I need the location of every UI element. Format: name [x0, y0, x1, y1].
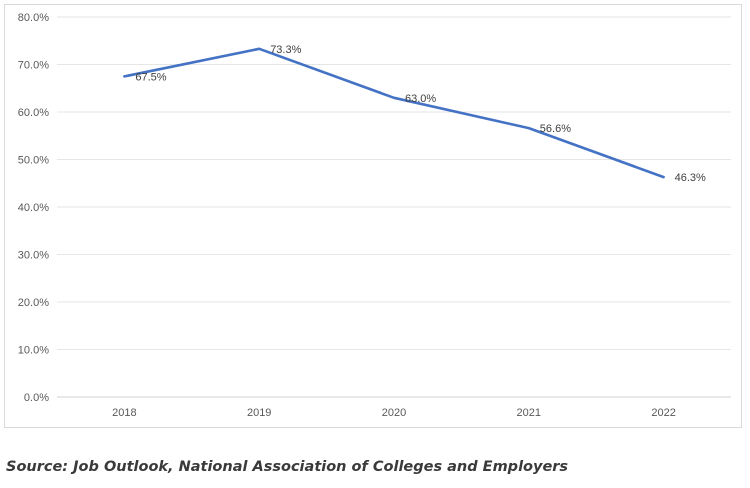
data-label: 46.3% [675, 172, 706, 184]
y-tick-label: 30.0% [18, 250, 49, 262]
data-label: 63.0% [405, 93, 436, 105]
chart-frame: 0.0% 10.0% 20.0% 30.0% 40.0% 50.0% 60.0% 70.0% 8… [4, 4, 742, 428]
y-tick-label: 50.0% [18, 155, 49, 167]
y-tick-label: 60.0% [18, 107, 49, 119]
data-label: 73.3% [270, 44, 301, 56]
x-tick-label: 2021 [517, 407, 541, 419]
x-tick-label: 2019 [247, 407, 271, 419]
x-tick-label: 2018 [112, 407, 136, 419]
data-label: 67.5% [135, 71, 166, 83]
y-tick-label: 10.0% [18, 345, 49, 357]
y-axis-ticks: 0.0% 10.0% 20.0% 30.0% 40.0% 50.0% 60.0% 70.0% 8… [18, 12, 49, 404]
x-axis-ticks: 2018 2019 2020 2021 2022 [112, 407, 676, 419]
y-tick-label: 70.0% [18, 60, 49, 72]
y-tick-label: 40.0% [18, 202, 49, 214]
source-note: Source: Job Outlook, National Associatio… [6, 459, 569, 475]
y-tick-label: 80.0% [18, 12, 49, 24]
gridlines [57, 16, 731, 398]
x-tick-label: 2020 [382, 407, 406, 419]
data-labels: 67.5% 73.3% 63.0% 56.6% 46.3% [124, 44, 706, 184]
data-label: 56.6% [540, 123, 571, 135]
series-line [123, 47, 665, 179]
y-tick-label: 20.0% [18, 297, 49, 309]
y-tick-label: 0.0% [24, 392, 49, 404]
line-chart: 0.0% 10.0% 20.0% 30.0% 40.0% 50.0% 60.0% 70.0% 8… [18, 12, 731, 419]
x-tick-label: 2022 [651, 407, 675, 419]
